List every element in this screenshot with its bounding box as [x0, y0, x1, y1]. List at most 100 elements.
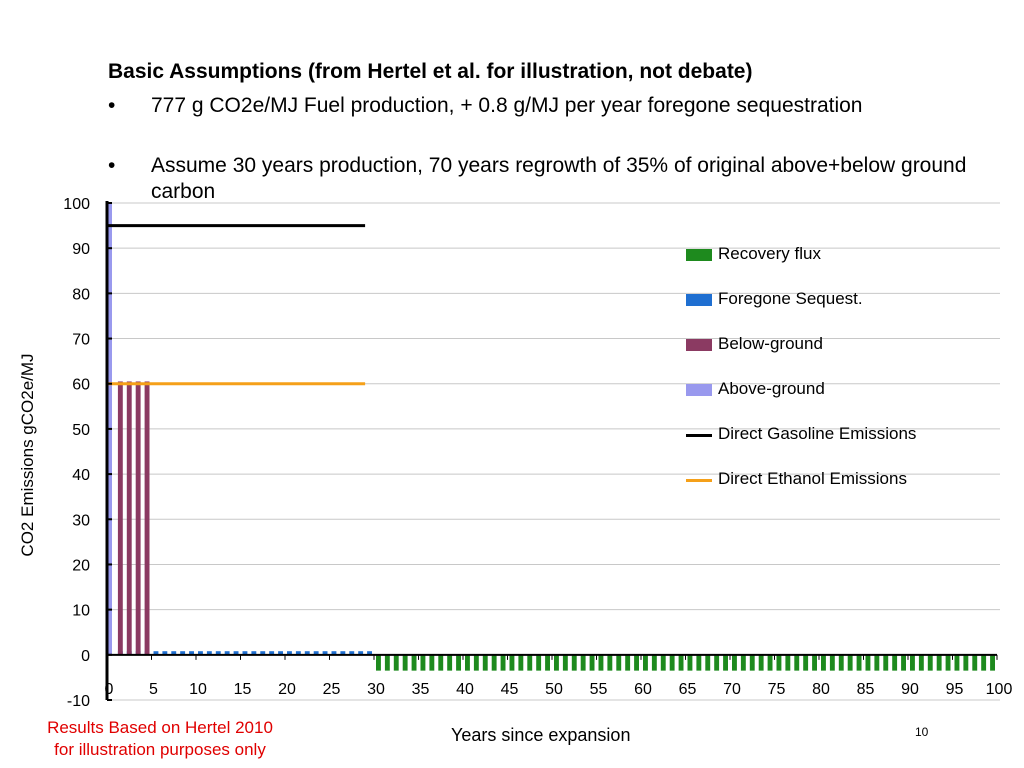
bar [251, 651, 257, 655]
x-tick-label: 90 [901, 681, 919, 698]
bar [304, 651, 310, 655]
bar [990, 654, 995, 671]
bar [215, 651, 221, 655]
x-tick-label: 50 [545, 681, 563, 698]
bar [776, 654, 782, 671]
bar [562, 654, 568, 671]
bar [874, 654, 880, 671]
x-tick-label: 65 [679, 681, 697, 698]
y-tick-label: 40 [72, 467, 90, 484]
bar [767, 654, 773, 671]
bar [598, 654, 604, 671]
bar [758, 654, 764, 671]
bar [910, 654, 915, 671]
y-tick-label: 20 [72, 557, 90, 574]
bar [634, 654, 639, 671]
bar [358, 651, 364, 655]
bar [749, 654, 755, 671]
x-tick-label: 25 [323, 681, 341, 698]
y-tick-label: 50 [72, 422, 90, 439]
bar [287, 651, 292, 655]
bullet-item: • 777 g CO2e/MJ Fuel production, + 0.8 g… [108, 93, 968, 119]
x-tick-label: 100 [986, 681, 1013, 698]
bar [233, 651, 239, 655]
bar [189, 651, 194, 655]
bar [527, 654, 533, 671]
bar [242, 651, 248, 655]
bar [376, 654, 381, 671]
bar [545, 654, 550, 671]
results-note: Results Based on Hertel 2010 for illustr… [20, 717, 300, 761]
bar [651, 654, 657, 671]
bar [936, 654, 942, 671]
bar [198, 651, 203, 655]
y-tick-label: 0 [81, 648, 90, 665]
legend-line [686, 434, 712, 437]
bar [269, 651, 275, 655]
note-line: Results Based on Hertel 2010 [47, 718, 273, 737]
legend-item: Below-ground [686, 332, 1006, 377]
axes-layer [105, 201, 998, 701]
bar [918, 654, 924, 671]
legend-label: Direct Gasoline Emissions [718, 424, 917, 443]
bar [803, 654, 809, 671]
bar [180, 651, 186, 655]
legend-swatch [686, 249, 712, 261]
bullet-item: • Assume 30 years production, 70 years r… [108, 153, 968, 205]
bar [447, 654, 453, 671]
bar [945, 654, 951, 671]
x-tick-label: 40 [456, 681, 474, 698]
bar [821, 654, 826, 671]
x-tick-label: 80 [812, 681, 830, 698]
bar [740, 654, 746, 671]
bar [117, 381, 123, 655]
x-tick-label: 10 [189, 681, 207, 698]
legend-item: Direct Ethanol Emissions [686, 467, 1006, 512]
bar [500, 654, 506, 671]
legend-label: Below-ground [718, 334, 823, 353]
x-tick-label: 5 [149, 681, 158, 698]
legend-label: Foregone Sequest. [718, 289, 863, 308]
bar [153, 651, 159, 655]
y-tick-labels: -10 0 10 20 30 40 50 60 70 80 90 100 [63, 196, 90, 710]
legend-label: Above-ground [718, 379, 825, 398]
x-tick-label: 45 [501, 681, 519, 698]
bar [954, 654, 960, 671]
legend-item: Recovery flux [686, 242, 1006, 287]
bar [687, 654, 693, 671]
x-tick-label: 70 [723, 681, 741, 698]
x-tick-label: 30 [367, 681, 385, 698]
legend-line [686, 479, 712, 482]
bar [838, 654, 844, 671]
x-tick-label: 85 [857, 681, 875, 698]
bar [705, 654, 711, 671]
bar [829, 654, 835, 671]
chart-legend: Recovery flux Foregone Sequest. Below-gr… [686, 242, 1006, 512]
bar [465, 654, 470, 671]
bar [456, 654, 461, 671]
bar [206, 651, 212, 655]
legend-item: Foregone Sequest. [686, 287, 1006, 332]
bar [295, 651, 301, 655]
legend-swatch [686, 294, 712, 306]
x-tick-label: 35 [412, 681, 430, 698]
bar [571, 654, 577, 671]
bar [785, 654, 791, 671]
bar [856, 654, 862, 671]
legend-swatch [686, 339, 712, 351]
bar [660, 654, 666, 671]
bar [393, 654, 399, 671]
bar [509, 654, 515, 671]
bar [420, 654, 426, 671]
bar [643, 654, 648, 671]
bar [518, 654, 524, 671]
x-tick-label: 60 [634, 681, 652, 698]
bar [126, 381, 132, 655]
legend-label: Direct Ethanol Emissions [718, 469, 907, 488]
bar [411, 654, 417, 671]
bar [491, 654, 497, 671]
y-tick-label: 80 [72, 286, 90, 303]
x-tick-label: 55 [590, 681, 608, 698]
legend-label: Recovery flux [718, 244, 821, 263]
